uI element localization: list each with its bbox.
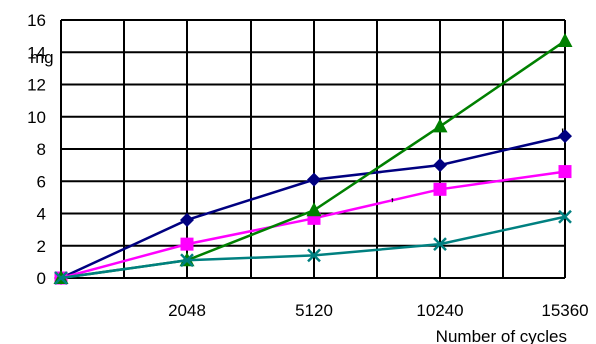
- y-axis-title: mg: [30, 48, 54, 67]
- data-point: [433, 237, 447, 252]
- data-point: [433, 182, 447, 196]
- data-point: [558, 209, 572, 224]
- y-tick-labels: 0 2 4 6 8 10 12 14 16: [27, 11, 46, 288]
- data-series: [53, 32, 573, 285]
- y-tick-label: 8: [37, 140, 46, 159]
- x-tick-label: 2048: [168, 301, 206, 320]
- x-tick-label: 15360: [541, 301, 588, 320]
- y-tick-label: 12: [27, 76, 46, 95]
- axes: [60, 20, 565, 279]
- series-3: [54, 209, 572, 285]
- annotation-comma: ,: [390, 185, 395, 204]
- data-point: [180, 253, 194, 268]
- data-point: [558, 129, 572, 144]
- data-point: [432, 118, 448, 133]
- x-tick-labels: 2048 5120 10240 15360: [168, 301, 589, 320]
- y-tick-label: 6: [37, 172, 46, 191]
- data-point: [54, 271, 68, 285]
- x-tick-label: 10240: [416, 301, 463, 320]
- x-axis-title: Number of cycles: [436, 327, 567, 344]
- x-tick-label: 5120: [295, 301, 333, 320]
- y-tick-label: 2: [37, 237, 46, 256]
- data-point: [306, 202, 322, 217]
- data-point: [180, 212, 194, 227]
- data-point: [433, 158, 447, 173]
- data-point: [558, 165, 572, 179]
- data-point: [557, 32, 573, 47]
- y-tick-label: 4: [37, 205, 46, 224]
- annotation-apostrophe: ': [561, 125, 564, 144]
- y-tick-label: 0: [37, 269, 46, 288]
- data-point: [307, 248, 321, 263]
- y-tick-label: 16: [27, 11, 46, 30]
- data-point: [307, 172, 321, 187]
- y-tick-label: 10: [27, 108, 46, 127]
- data-point: [180, 237, 194, 251]
- grid-lines: [60, 19, 566, 279]
- y-tick-label: 14: [27, 43, 46, 62]
